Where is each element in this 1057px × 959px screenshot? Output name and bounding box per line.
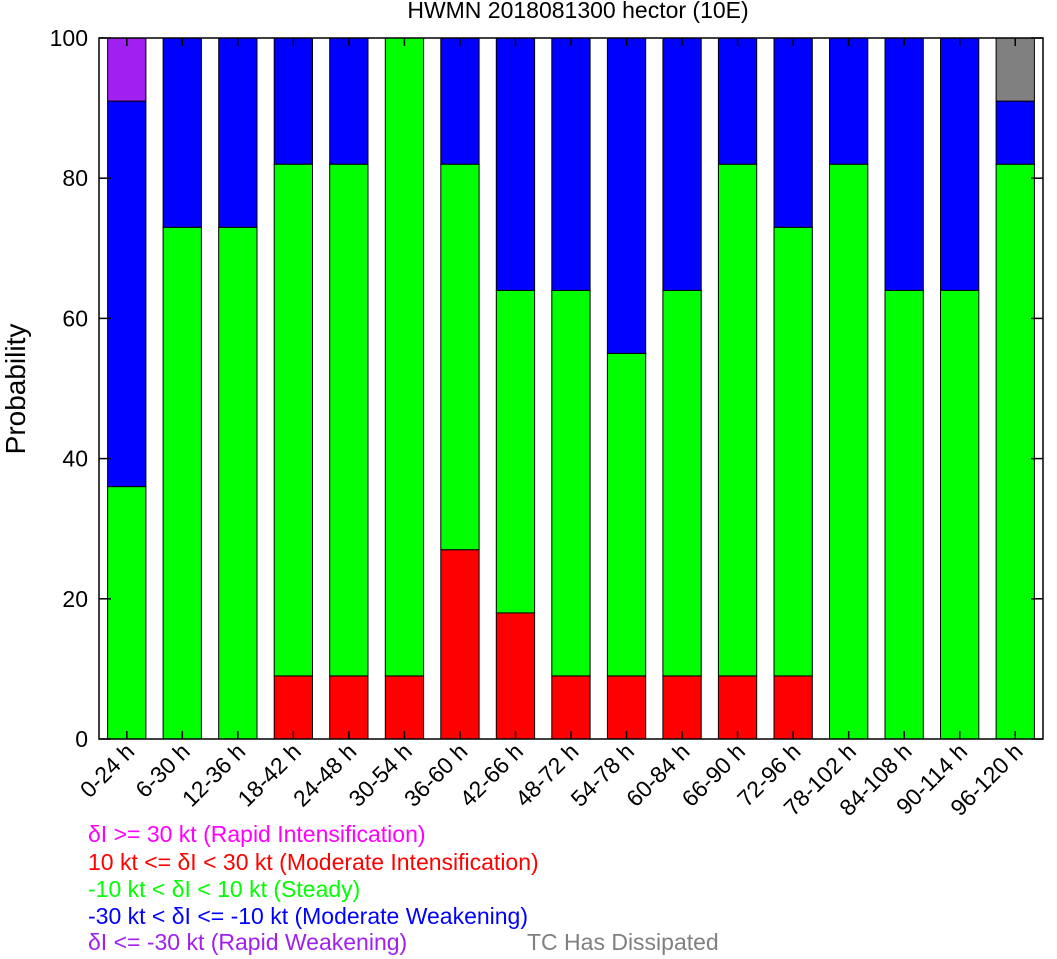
bar-segment-moderate-weakening [940,37,980,291]
bar-segment-steady [606,352,647,677]
y-tick-label: 100 [50,25,88,51]
bar-segment-moderate-weakening [773,37,813,228]
bar-segment-steady [218,226,258,740]
y-tick-label: 80 [62,165,88,191]
bars-group [107,37,1035,740]
bar-segment-moderate-intensification [773,675,813,740]
bar-segment-steady [440,163,480,551]
bar-segment-steady [995,163,1035,740]
bar-segment-steady [107,486,147,740]
bar-segment-moderate-weakening [829,37,869,165]
bar-segment-steady [940,289,980,740]
bar-segment-moderate-weakening [107,100,147,488]
bar-segment-moderate-weakening [495,37,536,291]
bar-segment-moderate-intensification [551,675,591,740]
bar-segment-moderate-weakening [606,37,647,354]
bar-segment-steady [273,163,314,677]
bar-segment-moderate-weakening [995,100,1035,165]
bar-segment-steady [662,289,702,677]
bar-segment-moderate-weakening [440,37,480,165]
bar-segment-moderate-intensification [329,675,369,740]
y-tick-label: 0 [75,726,88,752]
bar-segment-steady [773,226,813,677]
bar-segment-moderate-weakening [329,37,369,165]
bar-segment-dissipated [995,37,1035,102]
bar-segment-moderate-intensification [384,675,425,740]
bar-segment-moderate-intensification [606,675,647,740]
bar-segment-moderate-intensification [717,675,758,740]
y-tick-label: 40 [62,446,88,472]
bar-segment-moderate-weakening [717,37,758,165]
bar-segment-steady [829,163,869,740]
y-axis-label: Probability [0,324,31,455]
plot-frame [98,37,1044,740]
bar-segment-moderate-weakening [218,37,258,228]
bar-segment-moderate-weakening [273,37,314,165]
bar-segment-moderate-weakening [551,37,591,291]
bar-segment-steady [884,289,924,740]
bar-segment-moderate-weakening [662,37,702,291]
bar-segment-moderate-intensification [440,549,480,740]
bar-segment-steady [495,289,536,614]
bar-segment-moderate-intensification [273,675,314,740]
bar-segment-steady [717,163,758,677]
bar-segment-rapid-weakening [107,37,147,102]
bar-segment-steady [162,226,202,740]
bar-segment-moderate-intensification [662,675,702,740]
y-tick-label: 60 [62,305,88,331]
bar-segment-moderate-intensification [495,612,536,740]
bar-segment-steady [384,37,425,677]
bar-segment-steady [551,289,591,677]
bar-segment-steady [329,163,369,677]
chart-title: HWMN 2018081300 hector (10E) [407,0,748,23]
y-tick-label: 20 [62,586,88,612]
bar-segment-moderate-weakening [884,37,924,291]
bar-segment-moderate-weakening [162,37,202,228]
